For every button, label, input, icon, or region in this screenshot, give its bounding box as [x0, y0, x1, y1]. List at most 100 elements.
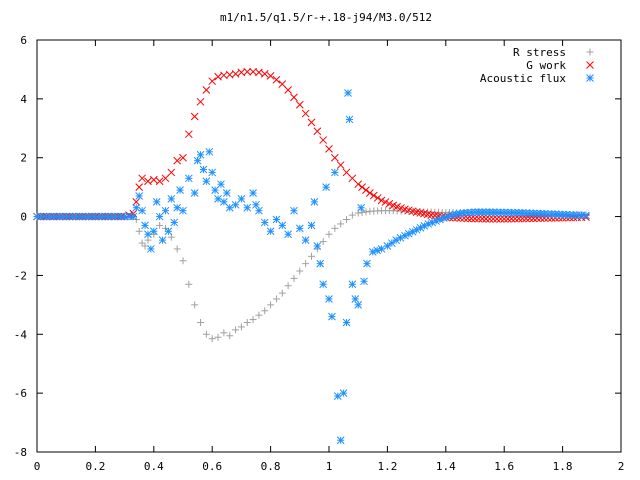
interp-point: [511, 208, 520, 217]
data-point: [243, 67, 252, 76]
interp-point: [551, 210, 560, 219]
data-point: [179, 206, 187, 215]
data-point: [202, 86, 211, 94]
data-point: [222, 189, 231, 197]
data-point: [290, 93, 298, 102]
data-point: [173, 245, 181, 253]
data-point: [290, 206, 298, 215]
legend-label: Acoustic flux: [480, 72, 566, 85]
interp-point: [369, 191, 378, 200]
data-point: [272, 215, 281, 224]
data-point: [351, 295, 360, 303]
data-point: [155, 177, 164, 186]
data-point: [339, 389, 348, 397]
data-point: [354, 301, 363, 309]
legend-label: R stress: [513, 46, 566, 59]
data-point: [190, 189, 199, 197]
interp-point: [489, 215, 498, 223]
data-point: [348, 211, 356, 219]
data-point: [193, 156, 202, 165]
data-point: [261, 307, 269, 315]
data-point: [284, 282, 292, 290]
data-point: [149, 175, 158, 184]
data-point: [141, 221, 149, 230]
interp-point: [387, 239, 396, 247]
data-point: [313, 242, 322, 250]
data-point: [278, 80, 287, 88]
data-point: [514, 214, 523, 223]
data-point: [319, 136, 328, 144]
data-point: [310, 198, 319, 206]
data-point: [152, 198, 161, 206]
y-tick-label: 6: [20, 34, 27, 47]
x-tick-label: 0.8: [261, 460, 281, 473]
interp-point: [503, 214, 512, 223]
data-point: [360, 277, 368, 286]
data-point: [199, 165, 208, 174]
interp-point: [362, 208, 370, 216]
interp-point: [547, 210, 556, 218]
data-point: [135, 192, 144, 200]
interp-point: [385, 199, 394, 208]
data-point: [290, 274, 298, 282]
data-point: [237, 323, 245, 331]
data-point: [208, 168, 217, 177]
data-point: [325, 230, 333, 238]
data-point: [295, 224, 304, 233]
data-point: [184, 174, 193, 183]
data-point: [336, 161, 345, 169]
series-layer: [33, 67, 590, 445]
data-point: [132, 198, 141, 206]
data-point: [161, 206, 170, 215]
data-point: [149, 227, 158, 236]
data-point: [325, 295, 333, 303]
data-point: [260, 218, 269, 227]
data-point: [272, 75, 281, 84]
data-point: [129, 212, 138, 221]
x-tick-label: 1.4: [436, 460, 456, 473]
data-point: [255, 311, 263, 319]
y-tick-label: 2: [20, 152, 27, 165]
data-point: [319, 280, 328, 289]
data-point: [471, 214, 479, 223]
interp-point: [522, 214, 530, 223]
data-point: [170, 218, 179, 227]
data-point: [185, 280, 193, 288]
interp-point: [507, 214, 516, 223]
x-tick-label: 1: [326, 460, 333, 473]
y-tick-label: 4: [20, 93, 27, 106]
series-acoustic-flux: [33, 89, 590, 445]
data-point: [249, 189, 257, 197]
legend-marker: [586, 61, 594, 69]
x-tick-label: 0.4: [144, 460, 164, 473]
interp-point: [503, 208, 512, 217]
data-point: [144, 236, 152, 244]
data-point: [343, 216, 351, 224]
data-point: [366, 189, 374, 197]
data-point: [348, 280, 357, 289]
interp-point: [478, 214, 487, 223]
data-point: [316, 259, 325, 268]
data-point: [202, 177, 211, 186]
interp-point: [482, 214, 490, 223]
interp-point: [358, 208, 366, 216]
data-point: [156, 221, 164, 229]
data-point: [190, 112, 199, 121]
data-point: [325, 145, 333, 153]
data-point: [307, 221, 316, 230]
data-point: [307, 252, 315, 260]
x-tick-label: 1.8: [553, 460, 573, 473]
data-point: [167, 195, 176, 203]
data-point: [138, 239, 146, 247]
data-point: [147, 245, 155, 253]
y-tick-label: 0: [20, 211, 27, 224]
data-point: [313, 127, 322, 136]
legend-marker: [586, 48, 594, 56]
data-point: [377, 196, 386, 205]
interp-point: [474, 214, 483, 223]
x-tick-label: 0.2: [85, 460, 105, 473]
data-point: [226, 332, 234, 340]
data-point: [301, 109, 310, 118]
data-point: [348, 174, 357, 183]
x-tick-label: 1.6: [494, 460, 514, 473]
